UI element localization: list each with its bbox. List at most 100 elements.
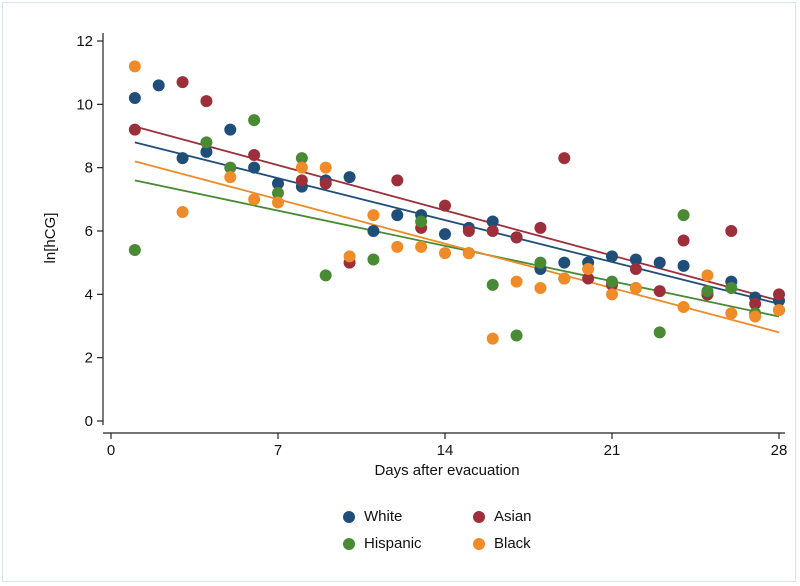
point-white: [248, 161, 261, 174]
y-axis: 0 2 4 6 8 10 12: [76, 33, 104, 430]
legend-white-dot-icon: [343, 510, 355, 523]
legend-hispanic-dot-icon: [343, 537, 355, 550]
point-white: [367, 225, 380, 237]
x-tick-label: 0: [107, 442, 115, 459]
point-black: [773, 304, 785, 317]
point-hispanic: [701, 285, 714, 298]
point-asian: [462, 225, 475, 237]
point-black: [176, 206, 189, 218]
point-black: [319, 161, 332, 174]
y-tick-label: 10: [76, 96, 93, 113]
point-black: [558, 272, 571, 285]
point-white: [272, 177, 284, 190]
legend-item-hispanic: Hispanic: [343, 535, 422, 552]
fit-lines: [134, 125, 780, 334]
point-hispanic: [677, 209, 690, 222]
point-white: [653, 256, 666, 269]
point-hispanic: [224, 161, 237, 174]
point-white: [128, 92, 141, 104]
point-black: [439, 247, 451, 260]
legend-asian-dot-icon: [473, 510, 485, 523]
point-black: [343, 250, 356, 263]
point-black: [224, 171, 237, 184]
point-asian: [582, 272, 595, 285]
point-white: [152, 79, 165, 92]
point-asian: [725, 225, 738, 237]
point-hispanic: [367, 253, 380, 266]
point-white: [176, 152, 189, 165]
point-hispanic: [200, 136, 213, 149]
point-white: [558, 256, 571, 269]
point-hispanic: [295, 152, 308, 165]
point-black: [248, 193, 261, 206]
point-white: [486, 215, 499, 228]
point-hispanic: [725, 282, 738, 294]
y-tick-label: 0: [85, 413, 93, 430]
point-black: [606, 288, 618, 301]
x-tick-label: 7: [274, 442, 282, 459]
point-asian: [319, 177, 332, 190]
x-tick-label: 14: [437, 442, 454, 459]
point-asian: [391, 174, 404, 187]
fit-line-asian: [134, 125, 780, 302]
point-asian: [248, 149, 261, 161]
point-hispanic: [534, 256, 547, 269]
x-tick-label: 28: [771, 442, 788, 459]
fit-line-black: [134, 160, 780, 334]
legend: White Asian Hispanic Black: [343, 508, 583, 558]
point-black: [749, 310, 762, 323]
legend-black-dot-icon: [473, 537, 485, 550]
point-black: [415, 240, 428, 253]
point-asian: [176, 76, 189, 89]
point-asian: [629, 263, 642, 275]
scatter-plot: 0 2 4 6 8 10 12 0 7 14 21 28 ln[hCG] Days after ev…: [42, 33, 788, 479]
point-white: [224, 123, 237, 136]
point-asian: [439, 199, 451, 212]
point-hispanic: [248, 114, 261, 127]
point-black: [128, 60, 141, 73]
point-white: [629, 253, 642, 266]
legend-item-black: Black: [473, 535, 531, 552]
x-axis-label: Days after evacuation: [374, 462, 519, 479]
data-points: [128, 60, 785, 345]
point-black: [462, 247, 475, 260]
legend-item-white: White: [343, 508, 402, 525]
y-tick-label: 4: [85, 286, 93, 303]
point-hispanic: [653, 326, 666, 339]
point-black: [486, 332, 499, 345]
point-white: [606, 250, 618, 263]
point-black: [295, 161, 308, 174]
point-black: [677, 301, 690, 313]
legend-item-asian: Asian: [473, 508, 532, 525]
point-asian: [653, 285, 666, 298]
y-axis-label: ln[hCG]: [42, 213, 59, 264]
point-asian: [510, 231, 523, 244]
point-hispanic: [606, 275, 618, 288]
legend-label-white: White: [364, 508, 403, 525]
legend-label-black: Black: [494, 535, 531, 552]
legend-label-asian: Asian: [494, 508, 532, 525]
point-asian: [558, 152, 571, 165]
point-asian: [677, 234, 690, 247]
point-black: [510, 275, 523, 288]
point-asian: [200, 95, 213, 108]
point-black: [534, 282, 547, 294]
point-hispanic: [510, 329, 523, 342]
point-hispanic: [486, 278, 499, 291]
point-hispanic: [272, 187, 284, 199]
x-axis: 0 7 14 21 28: [103, 432, 788, 459]
point-asian: [749, 297, 762, 310]
legend-label-hispanic: Hispanic: [364, 535, 422, 552]
point-black: [629, 282, 642, 294]
point-white: [200, 145, 213, 158]
y-tick-label: 6: [85, 223, 93, 240]
point-black: [391, 240, 404, 253]
point-hispanic: [415, 215, 428, 228]
fit-line-hispanic: [134, 179, 780, 318]
point-white: [677, 259, 690, 272]
point-black: [725, 307, 738, 320]
point-black: [272, 196, 284, 209]
point-white: [343, 171, 356, 184]
point-white: [391, 209, 404, 222]
